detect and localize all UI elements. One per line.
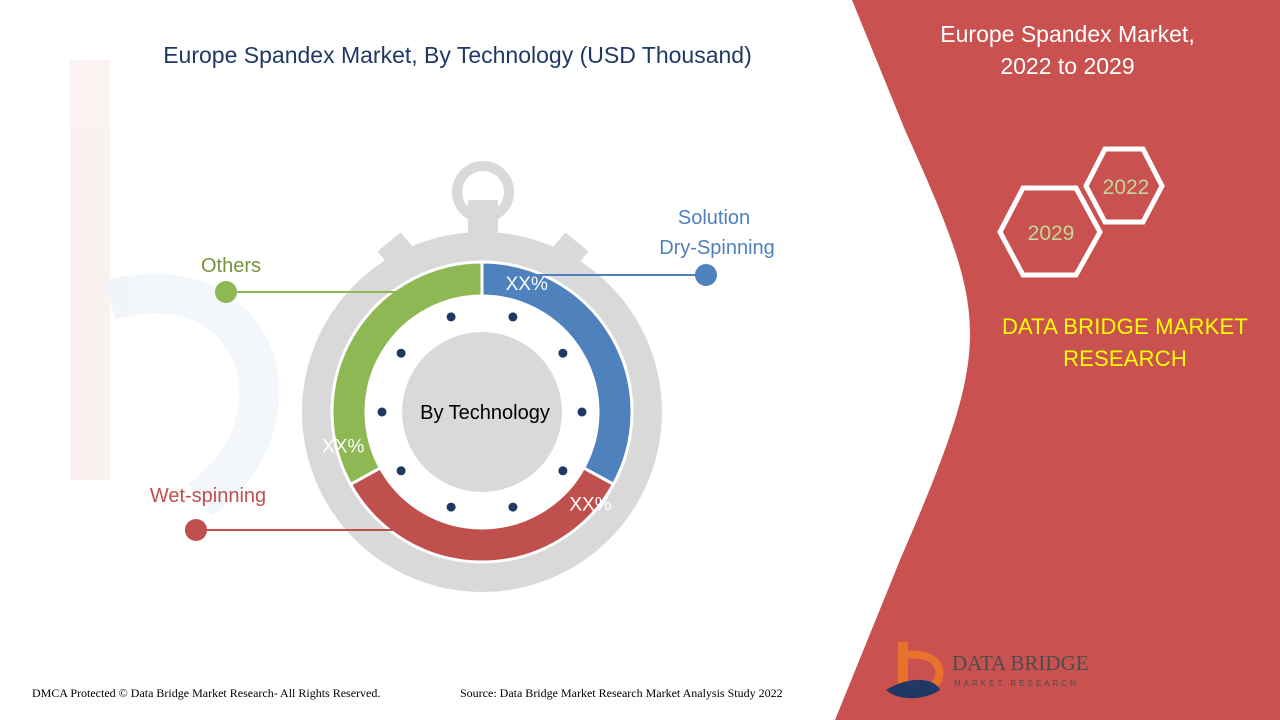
tick-dots: [377, 312, 587, 512]
tick-dot: [446, 312, 456, 322]
watermark: [70, 60, 280, 517]
year-start-label: 2022: [1103, 176, 1150, 199]
donut-segment-others: [330, 260, 484, 487]
side-panel-title-line2: 2022 to 2029: [1000, 53, 1135, 79]
watermark-arc: [104, 273, 280, 517]
tick-dot: [508, 312, 518, 322]
callout-wet-spinning: Wet-spinning: [150, 485, 395, 541]
callout-label-dry-spinning-line1: Solution: [678, 207, 750, 229]
callout-dot-dry-spinning: [695, 264, 717, 286]
tick-dot: [446, 502, 456, 512]
callout-dry-spinning: Solution Dry-Spinning: [506, 207, 775, 286]
logo-mark-bar: [898, 642, 908, 688]
brand-text-line1: DATA BRIDGE MARKET: [1001, 314, 1249, 339]
copyright-notice: DMCA Protected © Data Bridge Market Rese…: [32, 686, 381, 700]
callout-dot-others: [215, 281, 237, 303]
center-disc: [402, 332, 562, 492]
watermark-letter-block: [70, 60, 110, 480]
source-note: Source: Data Bridge Market Research Mark…: [460, 686, 783, 700]
callout-label-others: Others: [201, 255, 261, 277]
tick-dot: [558, 466, 568, 476]
donut-segments: [330, 260, 634, 564]
side-panel-title: Europe Spandex Market, 2022 to 2029: [905, 18, 1230, 82]
center-label: By Technology: [420, 402, 550, 424]
segment-labels: XX% XX% XX%: [322, 274, 612, 515]
hexagon-2029: [997, 185, 1103, 278]
tick-dot: [577, 407, 587, 417]
tick-dot: [377, 407, 387, 417]
stopwatch-ring: [452, 161, 514, 223]
segment-value-label: XX%: [322, 436, 364, 457]
brand-text: DATA BRIDGE MARKET RESEARCH: [975, 311, 1275, 375]
side-panel-title-line1: Europe Spandex Market,: [940, 21, 1195, 47]
brand-text-line2: RESEARCH: [1063, 346, 1187, 371]
logo-mark-swoosh: [886, 679, 940, 699]
logo-tagline: MARKET RESEARCH: [954, 679, 1079, 688]
callout-dot-wet-spinning: [185, 519, 207, 541]
callout-others: Others: [201, 255, 422, 303]
logo-name: DATA BRIDGE: [952, 651, 1089, 675]
tick-dot: [508, 502, 518, 512]
brand-logo: DATA BRIDGE MARKET RESEARCH: [886, 642, 1089, 699]
chart-title: Europe Spandex Market, By Technology (US…: [163, 42, 752, 68]
segment-value-label: XX%: [569, 495, 611, 516]
callout-label-wet-spinning: Wet-spinning: [150, 485, 266, 507]
segment-value-label: XX%: [506, 274, 548, 295]
hexagon-2022: [1083, 146, 1165, 225]
year-end-label: 2029: [1028, 222, 1075, 245]
tick-dot: [396, 466, 406, 476]
side-panel: [835, 0, 1280, 720]
tick-dot: [396, 348, 406, 358]
callout-label-dry-spinning-line2: Dry-Spinning: [659, 237, 775, 259]
tick-dot: [558, 348, 568, 358]
